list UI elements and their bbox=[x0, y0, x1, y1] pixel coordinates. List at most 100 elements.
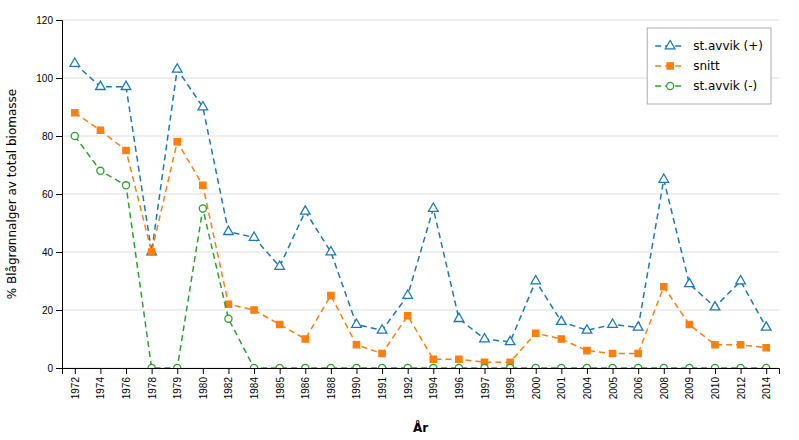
x-tick-label: 2012 bbox=[736, 377, 747, 400]
y-tick: 80 bbox=[42, 131, 62, 142]
x-tick-label: 1978 bbox=[147, 377, 158, 400]
x-tick: 2001 bbox=[556, 368, 567, 399]
y-tick-mark bbox=[56, 136, 62, 137]
x-tick-label: 1991 bbox=[377, 377, 388, 400]
y-tick-mark bbox=[56, 20, 62, 21]
marker bbox=[352, 319, 362, 327]
y-tick: 0 bbox=[47, 363, 62, 374]
marker bbox=[633, 322, 643, 330]
x-tick-mark bbox=[100, 368, 101, 374]
x-tick-mark bbox=[152, 368, 153, 374]
marker bbox=[249, 232, 259, 240]
x-axis-line bbox=[63, 369, 780, 375]
x-tick-label: 2010 bbox=[710, 377, 721, 400]
marker bbox=[377, 325, 387, 333]
marker bbox=[148, 364, 155, 368]
marker bbox=[70, 58, 80, 66]
marker bbox=[481, 364, 488, 368]
marker bbox=[123, 147, 129, 153]
x-tick: 1980 bbox=[198, 368, 209, 399]
marker bbox=[97, 127, 103, 133]
x-tick-mark bbox=[561, 368, 562, 374]
x-axis: 1972197419761978197919801982198419851986… bbox=[63, 368, 780, 399]
marker bbox=[121, 81, 131, 89]
marker bbox=[736, 275, 746, 283]
legend-label: st.avvik (+) bbox=[693, 39, 763, 53]
x-tick-mark bbox=[305, 368, 306, 374]
marker bbox=[659, 174, 669, 182]
marker bbox=[300, 206, 310, 214]
marker bbox=[584, 347, 590, 353]
x-tick: 2000 bbox=[531, 368, 542, 399]
marker bbox=[609, 350, 615, 356]
marker bbox=[251, 307, 257, 313]
marker bbox=[557, 316, 567, 324]
x-tick-label: 2004 bbox=[582, 377, 593, 400]
y-tick-label: 80 bbox=[42, 131, 54, 142]
marker bbox=[761, 322, 771, 330]
y-tick: 120 bbox=[36, 15, 62, 26]
series-line bbox=[75, 64, 766, 342]
x-tick: 2014 bbox=[761, 368, 772, 399]
y-tick-mark bbox=[56, 252, 62, 253]
y-tick-mark bbox=[56, 78, 62, 79]
x-tick-mark bbox=[638, 368, 639, 374]
x-tick-mark bbox=[280, 368, 281, 374]
x-tick: 2008 bbox=[659, 368, 670, 399]
marker bbox=[685, 278, 695, 286]
marker bbox=[507, 364, 514, 368]
y-tick-label: 100 bbox=[36, 73, 53, 84]
x-tick: 1997 bbox=[480, 368, 491, 399]
y-tick-label: 120 bbox=[36, 15, 53, 26]
marker bbox=[456, 356, 462, 362]
x-tick: 1984 bbox=[249, 368, 260, 399]
marker bbox=[609, 364, 616, 368]
x-tick-mark bbox=[459, 368, 460, 374]
grid-line bbox=[62, 194, 779, 195]
marker bbox=[225, 315, 232, 322]
legend-item: snitt bbox=[655, 59, 720, 73]
grid bbox=[62, 20, 779, 368]
y-tick-label: 0 bbox=[47, 363, 53, 374]
x-tick-label: 2005 bbox=[608, 377, 619, 400]
marker bbox=[428, 203, 438, 211]
x-tick: 1998 bbox=[505, 368, 516, 399]
y-tick: 40 bbox=[42, 247, 62, 258]
plot: 0 20 40 60 80 100 120 1972197419761978197919801… bbox=[36, 15, 779, 400]
marker bbox=[172, 64, 182, 72]
marker bbox=[763, 345, 769, 351]
marker bbox=[405, 313, 411, 319]
legend-marker bbox=[667, 82, 674, 89]
x-tick: 1994 bbox=[428, 368, 439, 399]
x-tick: 2006 bbox=[633, 368, 644, 399]
marker bbox=[198, 101, 208, 109]
x-tick: 1978 bbox=[147, 368, 158, 399]
y-tick: 60 bbox=[42, 189, 62, 200]
x-tick: 2004 bbox=[582, 368, 593, 399]
marker bbox=[608, 319, 618, 327]
marker bbox=[737, 342, 743, 348]
marker bbox=[430, 364, 437, 368]
marker bbox=[174, 364, 181, 368]
x-tick-label: 1994 bbox=[428, 377, 439, 400]
x-tick-mark bbox=[356, 368, 357, 374]
x-tick-label: 2009 bbox=[684, 377, 695, 400]
marker bbox=[661, 284, 667, 290]
x-tick: 1972 bbox=[70, 368, 81, 399]
y-axis: 0 20 40 60 80 100 120 bbox=[36, 15, 62, 374]
marker bbox=[71, 132, 78, 139]
series bbox=[72, 110, 770, 366]
x-tick-label: 1988 bbox=[326, 377, 337, 400]
x-tick-mark bbox=[715, 368, 716, 374]
x-tick-label: 1986 bbox=[300, 377, 311, 400]
marker bbox=[763, 364, 770, 368]
x-tick: 1990 bbox=[351, 368, 362, 399]
x-tick-label: 1992 bbox=[403, 377, 414, 400]
y-tick-label: 20 bbox=[42, 305, 54, 316]
marker bbox=[531, 275, 541, 283]
marker bbox=[148, 249, 154, 255]
marker bbox=[200, 182, 206, 188]
x-tick-mark bbox=[126, 368, 127, 374]
x-tick-mark bbox=[75, 368, 76, 374]
x-tick-label: 2000 bbox=[531, 377, 542, 400]
